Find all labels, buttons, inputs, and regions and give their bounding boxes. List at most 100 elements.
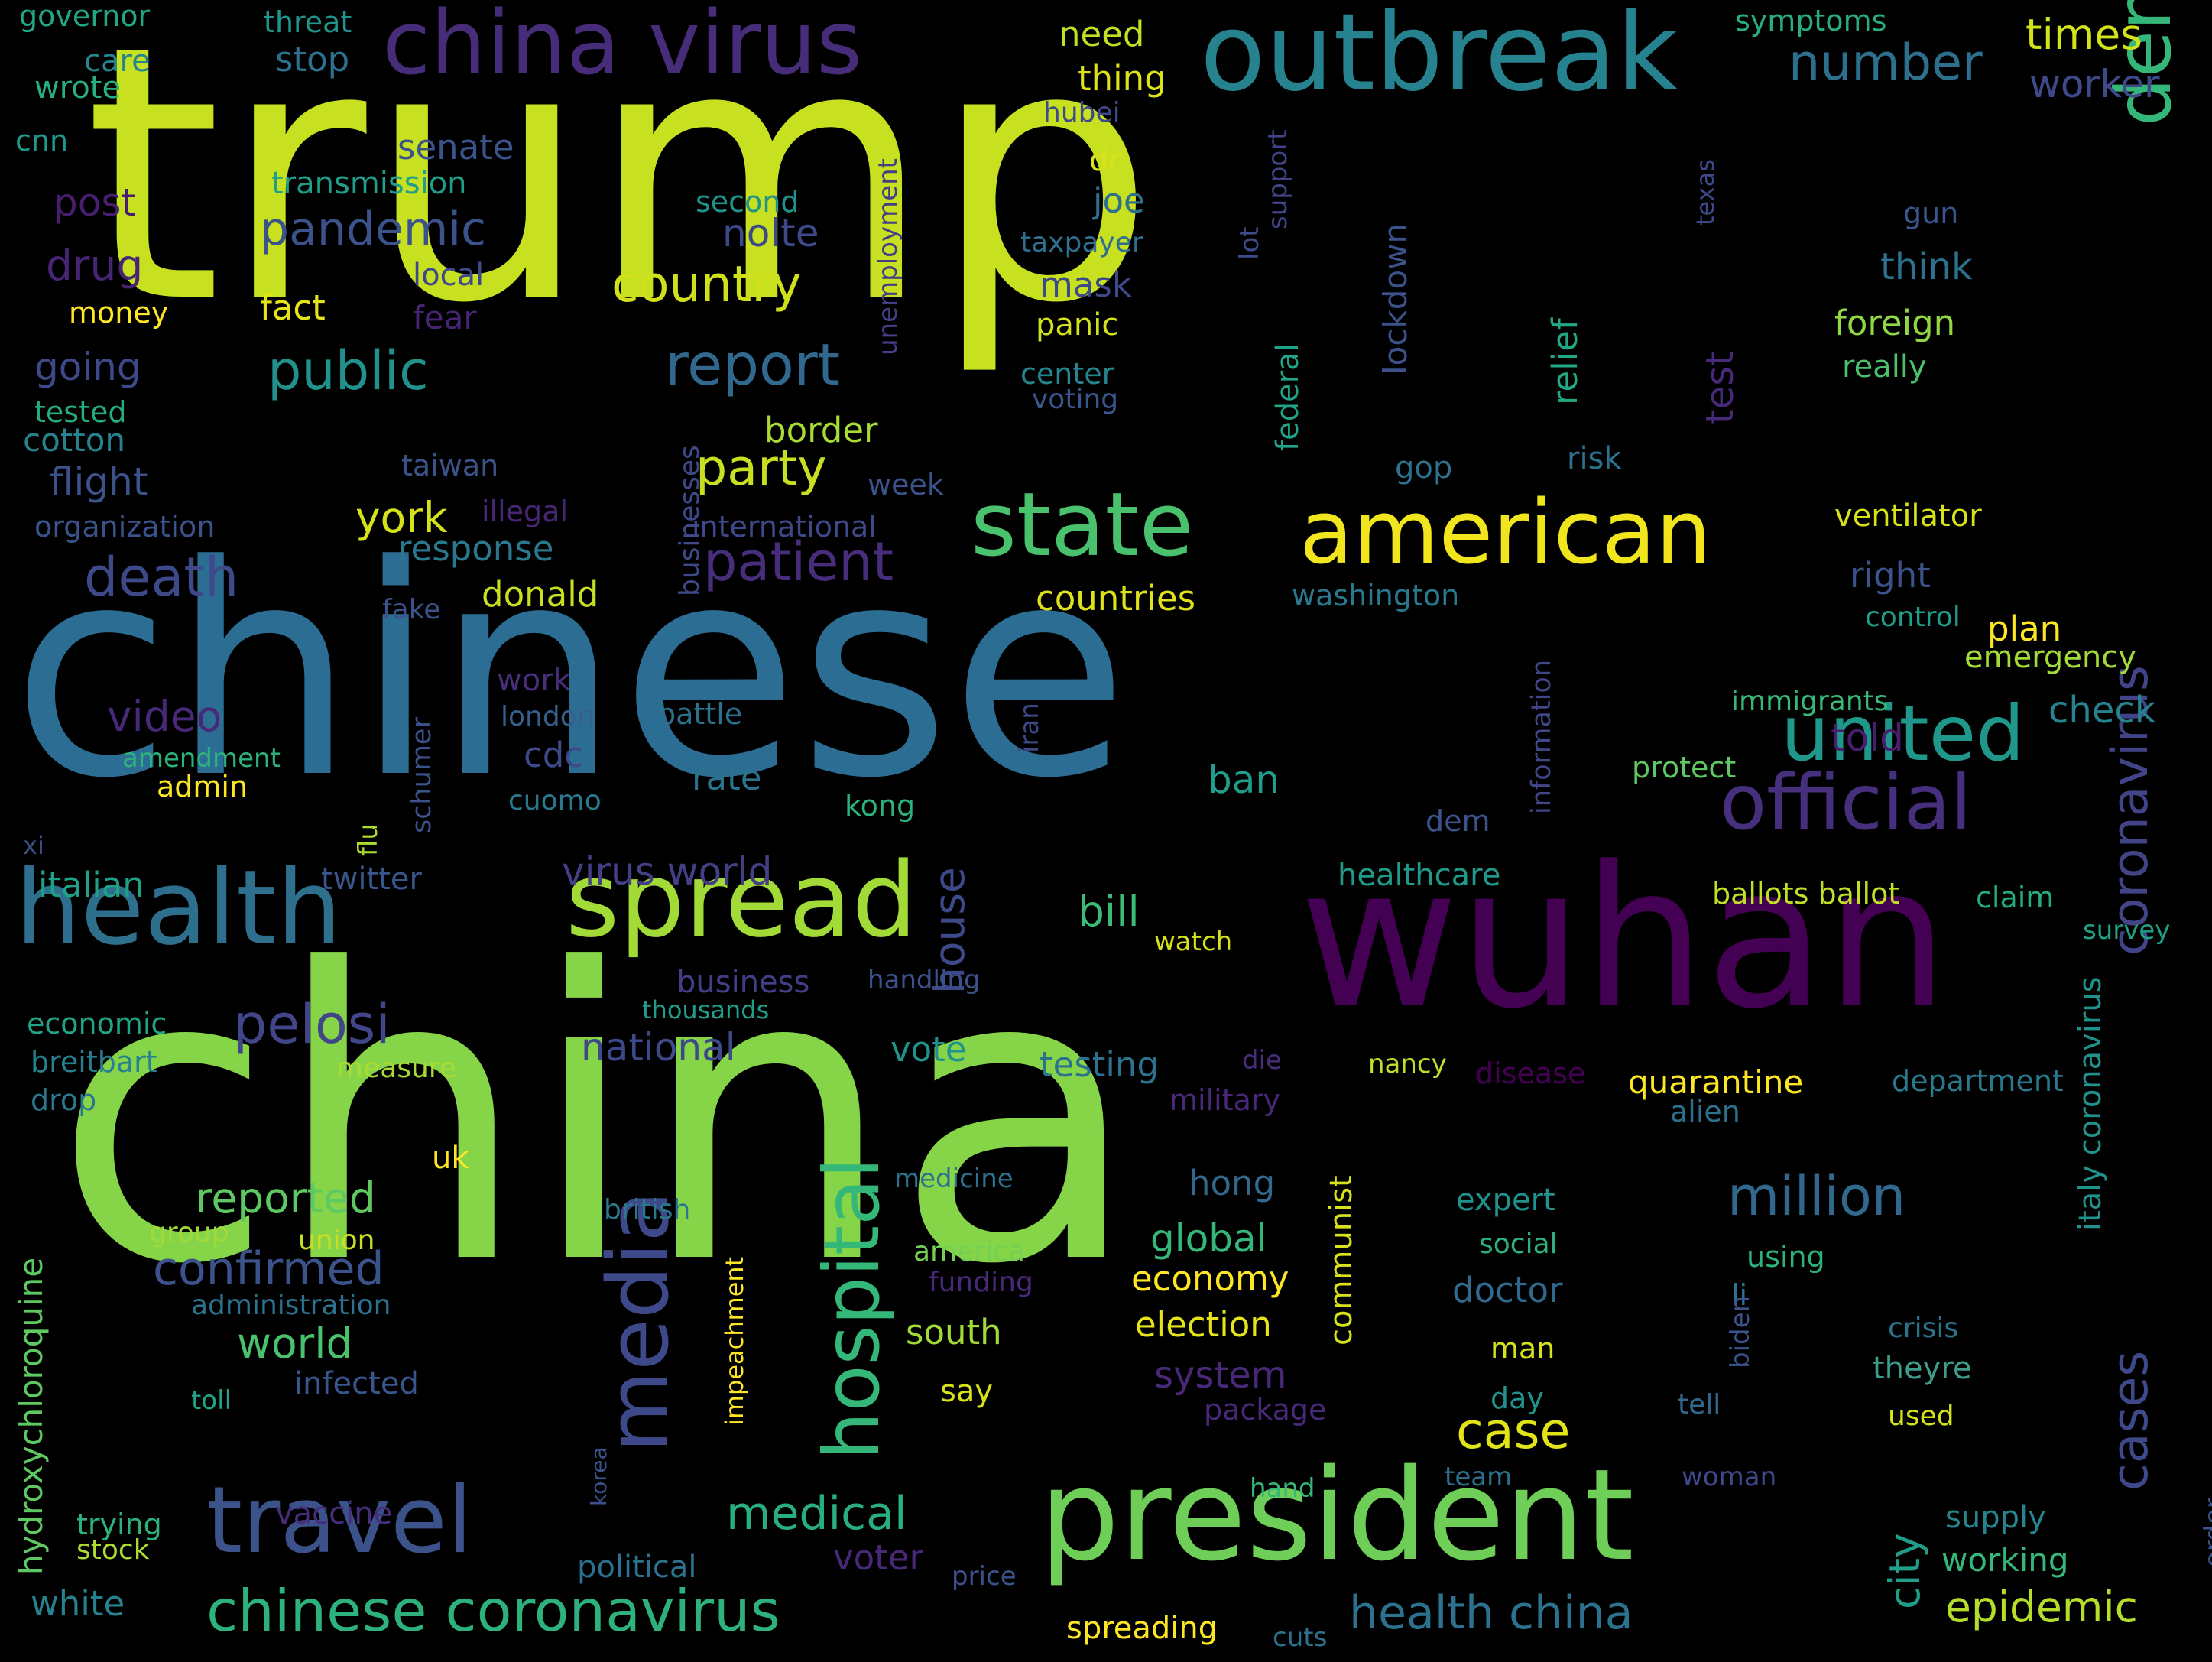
cloud-word-nancy: nancy [1368,1049,1447,1079]
cloud-word-confirmed: confirmed [153,1242,384,1296]
cloud-word-testing: testing [1040,1044,1160,1085]
cloud-word-china: china [54,885,1140,1352]
cloud-word-spread: spread [566,840,918,960]
cloud-word-lot: lot [1234,226,1265,260]
cloud-word-need: need [1059,14,1145,54]
cloud-word-center: center [1020,357,1114,391]
cloud-word-toll: toll [191,1385,232,1416]
cloud-word-american: american [1299,482,1712,584]
cloud-word-korea: korea [586,1446,611,1506]
cloud-word-plan: plan [1987,609,2062,649]
cloud-word-medicine: medicine [894,1164,1014,1194]
cloud-word-italy-coronavirus: italy coronavirus [2073,976,2108,1231]
cloud-word-medical: medical [726,1487,907,1540]
cloud-word-times: times [2026,10,2142,59]
cloud-word-trying: trying [76,1508,162,1541]
cloud-word-china-virus: china virus [382,0,863,95]
cloud-word-lockdown: lockdown [1377,222,1414,375]
cloud-word-supply: supply [1945,1500,2046,1535]
cloud-word-handling: handling [868,965,981,995]
cloud-word-chinese: chinese [11,503,1129,842]
cloud-word-biden: biden [1725,1295,1756,1368]
cloud-word-political: political [577,1550,697,1585]
cloud-word-official: official [1720,758,1972,847]
cloud-word-united: united [1781,689,2025,778]
cloud-word-hydroxychloroquine: hydroxychloroquine [12,1257,50,1575]
cloud-word-iran: iran [1014,703,1045,753]
cloud-word-drug: drug [46,241,144,290]
cloud-word-test: test [1698,350,1742,424]
cloud-word-survey: survey [2083,915,2171,946]
cloud-word-virus-world: virus world [562,849,773,894]
cloud-word-epidemic: epidemic [1945,1582,2138,1631]
cloud-word-washington: washington [1292,579,1460,612]
cloud-word-protect: protect [1632,751,1737,784]
cloud-word-stock: stock [76,1534,150,1566]
cloud-word-tested: tested [34,395,127,429]
cloud-word-health: health [15,848,342,968]
cloud-word-group: group [149,1217,229,1248]
cloud-word-immigrants: immigrants [1731,686,1889,717]
cloud-word-cnn: cnn [15,124,69,157]
cloud-word-fact: fact [260,287,326,328]
cloud-word-breitbart: breitbart [31,1045,157,1079]
cloud-word-social: social [1479,1229,1558,1260]
cloud-word-schumer: schumer [407,717,437,833]
cloud-word-global: global [1150,1216,1267,1261]
cloud-word-package: package [1204,1393,1327,1427]
cloud-word-impeachment: impeachment [720,1256,749,1426]
cloud-word-xi: xi [23,831,44,860]
cloud-word-second: second [696,185,799,219]
cloud-word-gop: gop [1395,450,1453,485]
cloud-word-watch: watch [1154,927,1233,957]
cloud-word-check: check [2048,689,2156,732]
cloud-word-vote: vote [890,1029,967,1070]
cloud-word-symptoms: symptoms [1735,4,1887,37]
cloud-word-america: america [913,1236,1025,1268]
cloud-word-joe: joe [1093,180,1145,221]
cloud-word-ban: ban [1208,758,1280,802]
cloud-word-city: city [1880,1533,1929,1609]
cloud-word-worker: worker [2029,62,2160,106]
cloud-word-hospital: hospital [807,1157,897,1460]
cloud-word-control: control [1865,602,1961,633]
cloud-word-death: death [84,546,239,609]
cloud-word-economic: economic [27,1007,167,1040]
cloud-word-pandemic: pandemic [260,203,486,256]
cloud-word-disease: disease [1475,1057,1586,1090]
cloud-word-unemployment: unemployment [873,157,903,355]
cloud-word-using: using [1747,1240,1825,1274]
cloud-word-health-china: health china [1349,1586,1633,1640]
cloud-word-working: working [1941,1541,2069,1579]
cloud-word-mask: mask [1040,265,1132,305]
cloud-word-state: state [971,474,1194,576]
cloud-word-think: think [1880,245,1973,288]
cloud-word-rate: rate [692,758,762,798]
cloud-word-kong: kong [845,789,916,823]
cloud-word-patient: patient [703,531,894,593]
cloud-word-day: day [1490,1381,1544,1415]
cloud-word-travel: travel [206,1468,473,1574]
cloud-word-response: response [397,528,554,569]
cloud-word-south: south [906,1312,1002,1352]
cloud-word-administration: administration [191,1290,391,1321]
cloud-word-claim: claim [1976,881,2055,914]
cloud-word-local: local [413,258,485,293]
cloud-word-ballots-ballot: ballots ballot [1712,877,1900,911]
cloud-word-number: number [1789,34,1983,92]
cloud-word-world: world [237,1319,353,1368]
cloud-word-order: order [2199,1498,2212,1567]
cloud-word-infected: infected [294,1366,419,1401]
cloud-word-woman: woman [1682,1462,1777,1492]
cloud-word-cdc: cdc [524,735,584,775]
cloud-word-illegal: illegal [482,495,569,528]
cloud-word-li: li [1731,1278,1748,1312]
cloud-word-used: used [1888,1401,1954,1432]
cloud-word-say: say [940,1374,994,1409]
cloud-word-fear: fear [413,299,477,336]
cloud-word-governor: governor [19,0,151,33]
cloud-word-drop: drop [31,1083,97,1117]
cloud-word-thousands: thousands [642,995,770,1024]
cloud-word-theyre: theyre [1873,1351,1972,1386]
